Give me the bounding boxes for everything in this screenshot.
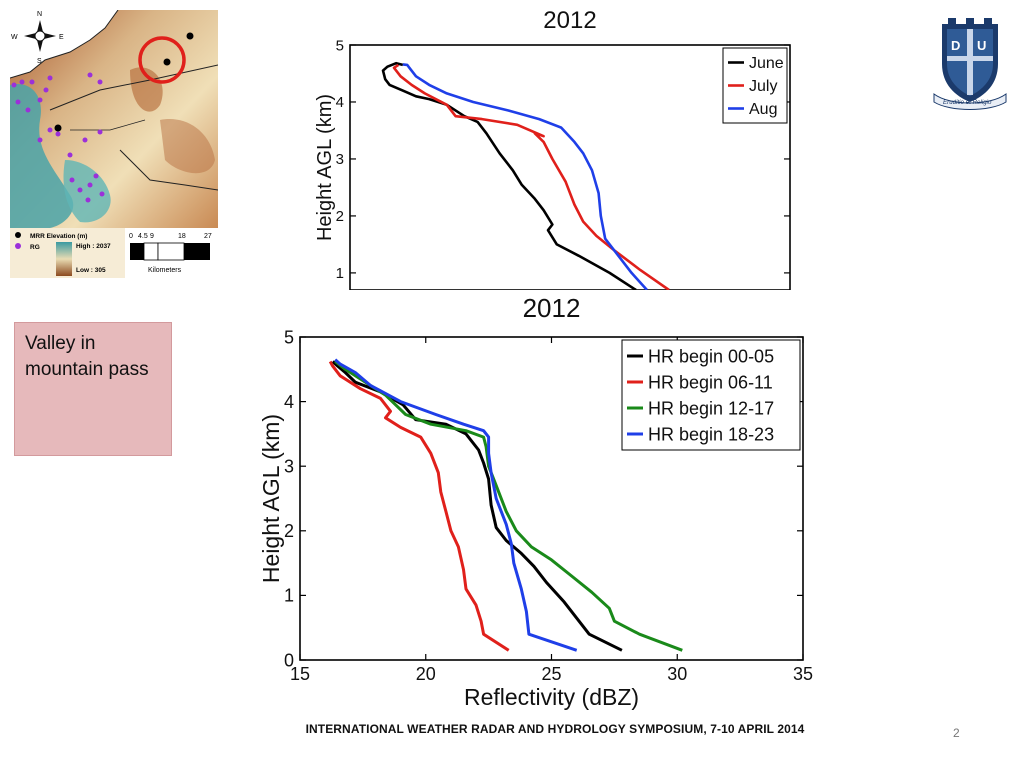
elevation-map: N S W E MRR Elevation (m) RG High : 2037… — [10, 10, 218, 278]
y-axis-label: Height AGL (km) — [314, 94, 336, 241]
y-tick-label: 0 — [284, 650, 294, 670]
scale-tick-2: 9 — [150, 233, 154, 240]
series-line-june — [381, 61, 637, 290]
series-line-aug — [402, 63, 648, 290]
legend-box — [621, 339, 801, 451]
scale-tick-4: 27 — [204, 233, 212, 240]
y-axis-label: Height AGL (km) — [258, 414, 284, 583]
scale-tick-0: 0 — [129, 233, 133, 240]
y-tick-label: 1 — [336, 265, 344, 282]
legend-entry: HR begin 00-05 — [648, 346, 774, 366]
footer-text: INTERNATIONAL WEATHER RADAR AND HYDROLOG… — [305, 722, 805, 736]
x-axis-label: Reflectivity (dBZ) — [464, 684, 639, 710]
compass-w: W — [11, 34, 18, 41]
y-tick-label: 5 — [284, 327, 294, 347]
chart-title: 2012 — [523, 293, 581, 323]
note-text: Valley in mountain pass — [25, 333, 149, 380]
legend-entry: June — [749, 55, 784, 72]
legend-high-label: High : 2037 — [76, 243, 111, 250]
legend-mrr-label: MRR Elevation (m) — [30, 233, 87, 240]
series-line-july — [392, 63, 670, 290]
page-number: 2 — [953, 726, 960, 740]
university-crest-logo: D U Eruditio et Religio — [933, 18, 1007, 110]
y-tick-label: 3 — [336, 151, 344, 168]
scale-unit: Kilometers — [148, 267, 182, 274]
y-tick-label: 4 — [336, 94, 344, 111]
crest-motto: Eruditio et Religio — [943, 99, 992, 106]
x-tick-label: 35 — [793, 664, 813, 684]
x-tick-label: 15 — [290, 664, 310, 684]
compass-n: N — [37, 11, 42, 18]
series-line-hr-begin-06-11 — [328, 360, 510, 652]
y-tick-label: 2 — [284, 521, 294, 541]
series-line-hr-begin-00-05 — [331, 360, 623, 652]
chart-title: 2012 — [543, 7, 596, 34]
monthly-profile-chart: 2012 1 2 3 4 5 Height AGL (km) June July Aug — [314, 7, 791, 290]
y-tick-label: 2 — [336, 208, 344, 225]
legend-entry: HR begin 18-23 — [648, 424, 774, 444]
note-box: Valley in mountain pass — [14, 322, 172, 456]
y-tick-label: 3 — [284, 457, 294, 477]
x-tick-label: 20 — [416, 664, 436, 684]
x-tick-label: 30 — [667, 664, 687, 684]
series-line-hr-begin-18-23 — [334, 358, 578, 652]
elevation-colorbar — [56, 242, 72, 276]
compass-icon: N S W E — [11, 11, 64, 65]
legend-low-label: Low : 305 — [76, 267, 106, 274]
plot-area — [349, 44, 791, 290]
compass-s: S — [37, 58, 42, 65]
y-tick-label: 1 — [284, 586, 294, 606]
mrr-markers — [54, 32, 194, 132]
y-tick-label: 4 — [284, 392, 294, 412]
legend-rg-label: RG — [30, 244, 40, 251]
legend-entry: July — [749, 78, 777, 95]
crest-letter-2: U — [977, 38, 986, 53]
legend-entry: HR begin 12-17 — [648, 398, 774, 418]
compass-e: E — [59, 34, 64, 41]
legend-entry: HR begin 06-11 — [648, 372, 773, 392]
legend-entry: Aug — [749, 101, 777, 118]
rg-gauge-markers — [11, 72, 105, 203]
y-tick-label: 5 — [336, 37, 344, 54]
scale-tick-1: 4.5 — [138, 233, 148, 240]
x-tick-label: 25 — [541, 664, 561, 684]
scale-tick-3: 18 — [178, 233, 186, 240]
highlight-circle — [138, 36, 186, 84]
crest-letter-1: D — [951, 38, 960, 53]
